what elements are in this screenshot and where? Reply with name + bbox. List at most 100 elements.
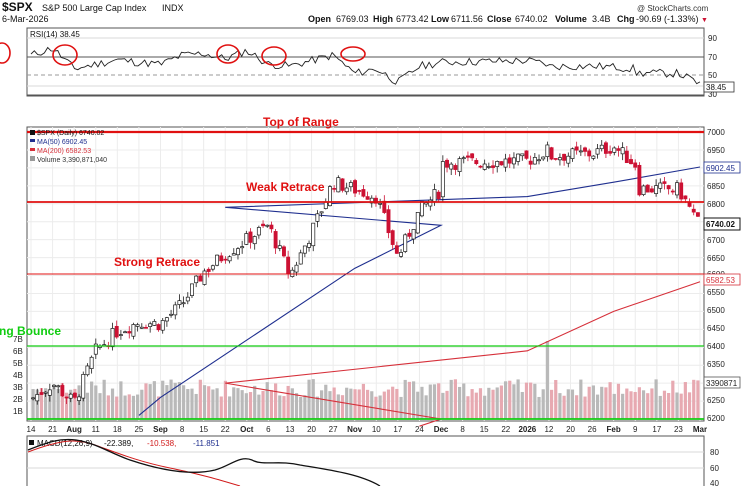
rsi-tick: 50 [708,71,717,80]
candle-body [520,153,525,157]
candle-body [587,150,592,157]
candle-body [93,343,98,355]
volume-bar [152,381,156,419]
candle-body [499,161,504,166]
candle-body [369,197,374,204]
price-tick: 6650 [707,254,725,263]
candle-body [365,196,370,200]
candle-body [432,189,437,202]
low-value: 6711.56 [451,14,483,24]
legend-swatch [30,148,35,151]
volume-bar [307,379,311,419]
candle-body [244,233,249,245]
volume-bar [646,393,650,419]
candle-body [236,248,240,256]
rsi-tick: 90 [708,34,717,43]
candle-body [336,177,341,193]
price-tick: 6700 [707,236,725,245]
volume-bar [144,383,148,419]
candle-body [470,153,475,159]
candle-body [516,153,521,162]
volume-bar [39,388,44,419]
volume-tag-value: 3390871 [706,379,738,388]
volume-bar [140,389,144,419]
candle-body [603,142,608,154]
volume-bar [156,396,161,419]
rsi-circle-4 [261,46,287,66]
rsi-circle-1 [0,42,11,64]
candle-body [77,396,82,401]
chg-label: Chg [617,14,635,24]
volume-bar [182,385,186,419]
volume-bar [81,389,85,419]
volume-bar [186,389,190,419]
x-tick-label: 15 [199,425,208,434]
candle-body [68,393,73,399]
candle-body [248,231,253,243]
volume-bar [73,388,77,419]
candle-body [315,213,320,222]
volume-bar [437,383,441,419]
volume-bar [483,395,487,419]
candle-body [507,157,512,164]
volume-bar [294,393,299,419]
candle-body [557,157,562,161]
candle-body [328,186,332,207]
volume-bar [332,387,336,419]
candle-body [181,302,186,305]
candle-body [152,321,157,326]
candle-body [210,265,215,270]
candle-body [43,391,48,394]
volume-bar [529,382,533,419]
candle-body [156,324,161,331]
ma50-tag-value: 6902.45 [706,164,735,173]
macd-value-1: -22.389, [104,439,133,448]
candle-body [679,182,684,200]
candle-body [574,146,579,151]
volume-bar [629,391,633,419]
volume-bar [579,379,583,419]
close-tag-value: 6740.02 [706,220,735,229]
candle-body [482,163,487,170]
candle-body [353,180,357,194]
x-tick-label: 25 [134,425,143,434]
candle-body [60,385,65,397]
candle-body [332,188,337,190]
volume-bar [52,387,56,419]
candle-body [277,245,282,249]
volume-bar [110,388,115,419]
candle-body [528,160,533,165]
rsi-tick: 70 [708,53,717,62]
macd-value-2: -10.538, [147,439,176,448]
candle-body [612,147,617,153]
ma50-tag [703,161,741,174]
volume-bar [319,390,324,419]
candle-body [344,187,349,193]
volume-bar [115,396,119,419]
x-tick-label: 12 [544,425,553,434]
volume-bar [169,379,173,419]
candle-body [666,185,671,190]
candle-body [670,190,675,193]
rsi-last-value: 38.45 [706,83,727,92]
price-tick: 6200 [707,414,725,423]
macd-value-3: -11.851 [193,439,220,448]
candle-body [545,144,550,158]
volume-bar [491,389,495,419]
ma50-path [138,166,701,416]
volume-bar [106,395,110,419]
volume-bar [261,390,265,419]
candle-body [532,157,537,165]
volume-bar [282,396,286,419]
candle-body [641,185,646,195]
x-tick-label: Mar [693,425,707,434]
volume-bar [566,389,570,419]
candle-body [486,166,491,168]
candle-body [123,331,128,334]
volume-bar [232,387,236,419]
candle-body [474,160,479,165]
candle-body [231,253,236,256]
volume-bar [190,388,194,419]
x-tick-label: 23 [674,425,683,434]
price-legend: $SPX (Daily) 6740.02 MA(50) 6902.45 MA(2… [30,130,107,164]
